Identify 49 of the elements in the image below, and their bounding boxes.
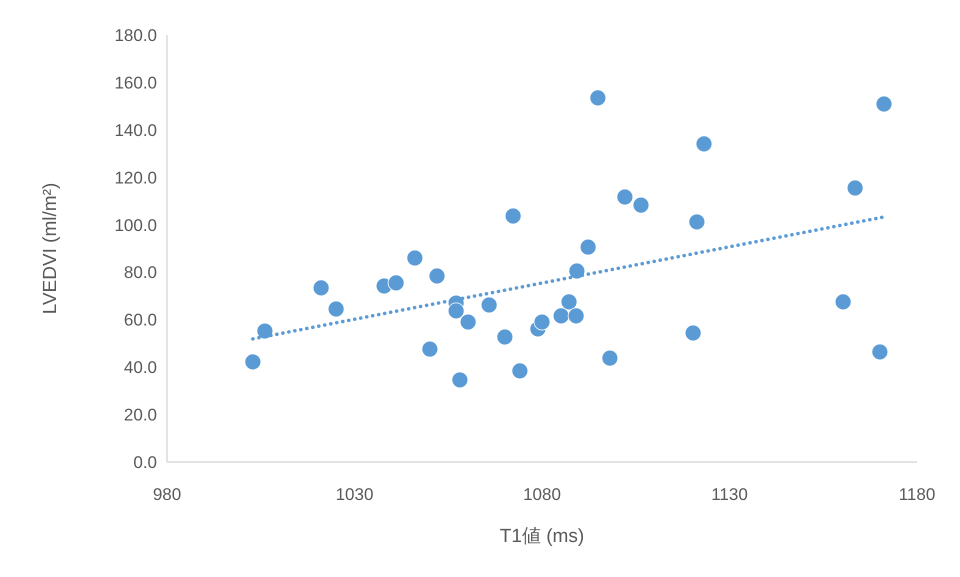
x-tick-label: 1180 [898,485,936,504]
y-tick-label: 80.0 [124,263,157,282]
point [688,214,706,230]
y-tick-label: 20.0 [124,406,157,425]
y-tick-label: 120.0 [114,168,157,188]
point [328,300,345,318]
point [684,324,702,342]
y-tick-label: 140.0 [114,120,157,140]
x-tick-label: 1130 [711,485,748,504]
point [632,196,650,214]
point [846,180,864,196]
point [244,353,262,370]
point [568,262,586,280]
x-tick-label: 1080 [523,485,561,504]
point [460,314,477,330]
point [560,293,578,310]
point [388,274,405,292]
point [480,296,498,314]
x-tick-label: 980 [152,485,182,504]
x-tick-label: 1030 [336,485,374,504]
y-tick-label: 100.0 [114,216,157,235]
point [568,307,585,324]
point [589,89,606,106]
point [496,328,514,346]
point [871,344,888,360]
x-axis-title: T1値 (ms) [500,526,584,547]
point [312,279,330,296]
point [448,302,465,320]
point [696,135,712,152]
point [552,307,570,324]
point [504,208,522,224]
y-tick-label: 160.0 [114,73,157,92]
y-tick-label: 0.0 [133,453,157,472]
point [511,362,528,380]
point [428,268,446,284]
point [834,293,852,310]
point [534,314,550,330]
point [580,238,597,256]
point [421,340,438,358]
y-axis-title: LVEDVI (ml/m²) [40,182,61,314]
point [256,322,274,340]
y-tick-label: 60.0 [124,310,157,330]
point [876,96,892,112]
point [601,350,618,366]
point [451,372,468,388]
y-tick-label: 180.0 [114,26,157,45]
y-tick-label: 40.0 [124,358,157,378]
point [406,250,424,266]
point [616,188,634,206]
